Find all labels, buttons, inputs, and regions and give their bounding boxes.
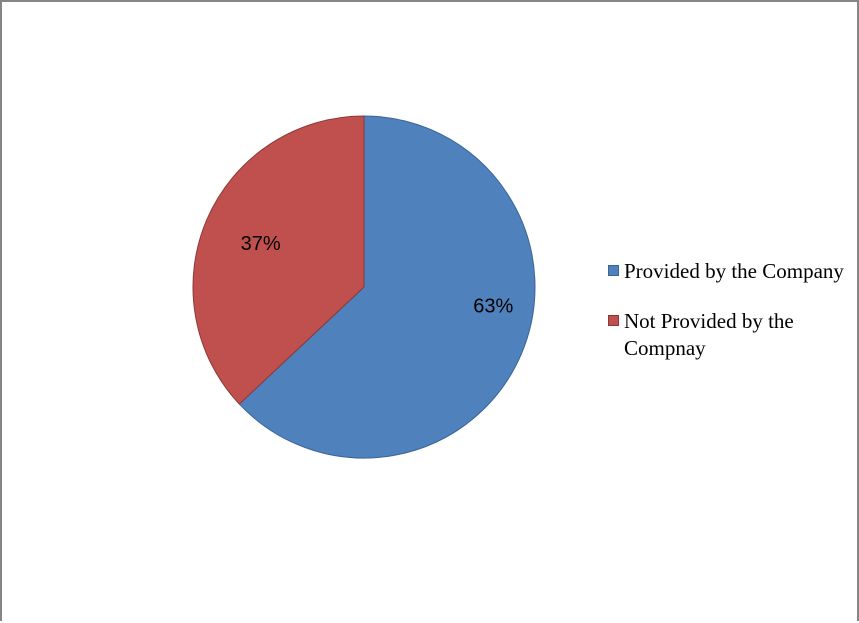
legend-swatch-not-provided bbox=[608, 315, 619, 326]
legend-entry-provided: Provided by the Company bbox=[608, 258, 853, 285]
pie-slice-not-provided bbox=[192, 115, 365, 405]
pie-slice-provided bbox=[238, 115, 536, 459]
legend-entry-not-provided: Not Provided by the Compnay bbox=[608, 308, 853, 362]
data-label-not-provided: 37% bbox=[241, 233, 281, 255]
legend-swatch-provided bbox=[608, 265, 619, 276]
legend: Provided by the Company Not Provided by … bbox=[608, 258, 853, 385]
legend-label-provided: Provided by the Company bbox=[624, 259, 844, 283]
data-label-provided: 63% bbox=[473, 295, 513, 317]
legend-label-not-provided: Not Provided by the Compnay bbox=[624, 309, 794, 360]
